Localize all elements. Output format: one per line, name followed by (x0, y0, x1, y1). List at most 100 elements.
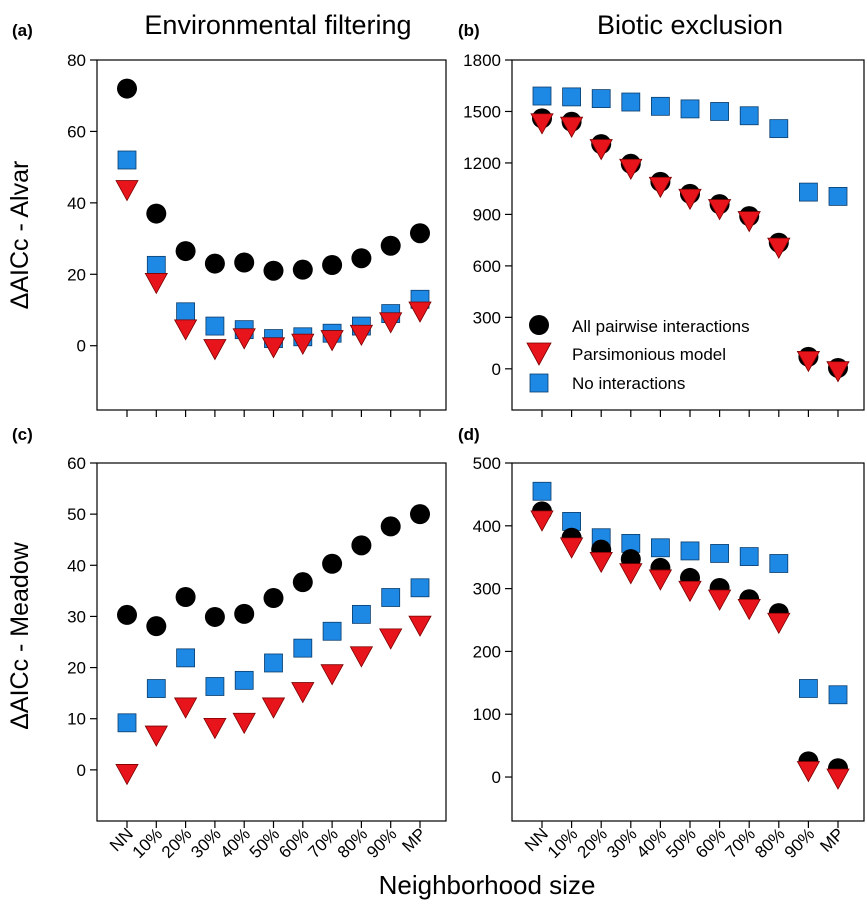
point-parsimonious-model (115, 180, 139, 202)
point-parsimonious-model (203, 339, 227, 361)
panel-b: (b) 0 300 600 900 1200 1500 1800 (458, 21, 865, 417)
x-tick-label: 80% (334, 824, 371, 861)
row-label-alvar: ΔAICc - Alvar (6, 161, 34, 310)
y-tick-label: 10 (67, 710, 86, 729)
x-tick-label: 80% (751, 824, 788, 861)
x-tick-label: 40% (217, 824, 254, 861)
point-parsimonious-model (826, 361, 850, 383)
legend-marker-no-interactions (529, 373, 549, 393)
y-tick-label: 20 (67, 659, 86, 678)
point-no-interactions (651, 96, 670, 116)
row-label-meadow: ΔAICc - Meadow (6, 541, 34, 730)
legend-label-no-interactions: No interactions (572, 374, 685, 393)
point-parsimonious-model (379, 628, 403, 650)
plot-frame (96, 462, 447, 822)
point-parsimonious-model (349, 324, 374, 347)
y-tick-label: 0 (77, 337, 86, 356)
point-no-interactions (680, 99, 700, 119)
y-tick-label: 0 (77, 761, 86, 780)
y-tick-label: 1200 (463, 154, 501, 173)
point-no-interactions (739, 547, 759, 566)
point-parsimonious-model (291, 333, 315, 355)
point-parsimonious-model (115, 764, 139, 786)
point-no-interactions (532, 86, 552, 106)
x-tick-label: 90% (363, 824, 400, 861)
point-no-interactions (117, 713, 137, 733)
x-tick-label: 70% (304, 824, 341, 861)
point-parsimonious-model (232, 712, 256, 735)
point-all-pairwise-interactions (234, 252, 255, 273)
point-all-pairwise-interactions (292, 572, 313, 593)
point-no-interactions (293, 638, 313, 658)
point-parsimonious-model (559, 537, 584, 559)
legend-label-parsimonious: Parsimonious model (572, 345, 726, 364)
y-tick-label: 300 (473, 580, 501, 599)
x-tick-label: 60% (692, 824, 729, 861)
point-all-pairwise-interactions (117, 604, 137, 625)
point-parsimonious-model (349, 646, 374, 668)
point-parsimonious-model (678, 580, 702, 603)
point-no-interactions (828, 186, 848, 206)
x-tick-label: 70% (722, 824, 759, 861)
y-tick-label: 1500 (463, 102, 501, 121)
point-all-pairwise-interactions (322, 553, 343, 574)
point-all-pairwise-interactions (175, 241, 196, 262)
point-parsimonious-model (589, 551, 613, 574)
panel-tag-b: (b) (458, 21, 480, 40)
point-no-interactions (205, 316, 225, 336)
point-parsimonious-model (530, 510, 554, 532)
point-no-interactions (205, 677, 225, 696)
point-parsimonious-model (767, 612, 791, 635)
point-parsimonious-model (826, 768, 850, 790)
point-all-pairwise-interactions (175, 586, 196, 607)
point-no-interactions (799, 679, 818, 698)
x-axis-title: Neighborhood size (379, 870, 596, 900)
point-parsimonious-model (737, 599, 761, 621)
y-tick-label: 40 (67, 194, 86, 213)
point-parsimonious-model (291, 682, 315, 704)
y-tick-label: 0 (492, 360, 501, 379)
point-parsimonious-model (707, 589, 732, 611)
point-all-pairwise-interactions (146, 203, 167, 224)
legend: All pairwise interactions Parsimonious m… (526, 315, 750, 393)
point-no-interactions (176, 302, 196, 322)
point-no-interactions (146, 679, 166, 698)
panels-layer: (a)020406080(b)0300600900120015001800(c)… (12, 21, 865, 862)
y-tick-label: 0 (492, 768, 501, 787)
point-no-interactions (146, 255, 166, 275)
point-parsimonious-model (767, 237, 791, 259)
point-no-interactions (651, 538, 670, 558)
y-tick-label: 60 (67, 454, 86, 473)
point-parsimonious-model (320, 330, 344, 352)
point-all-pairwise-interactions (204, 606, 225, 627)
point-no-interactions (562, 512, 581, 531)
panel-c: (c)0102030405060NN10%20%30%40%50%60%70%8… (12, 425, 447, 862)
point-no-interactions (739, 106, 759, 126)
point-all-pairwise-interactions (146, 616, 167, 637)
y-tick-label: 30 (67, 607, 86, 626)
panel-d: (d)0100200300400500NN10%20%30%40%50%60%7… (458, 425, 865, 862)
column-title-biotic-exclusion: Biotic exclusion (597, 10, 783, 40)
x-tick-label: 50% (246, 824, 283, 861)
point-parsimonious-model (144, 273, 168, 295)
point-parsimonious-model (648, 569, 673, 591)
y-tick-label: 300 (473, 308, 501, 327)
point-all-pairwise-interactions (351, 535, 372, 556)
point-no-interactions (799, 182, 818, 202)
y-tick-label: 60 (67, 122, 86, 141)
y-tick-label: 600 (473, 257, 501, 276)
point-parsimonious-model (796, 761, 821, 783)
legend-marker-all-pairwise (529, 315, 549, 335)
plot-frame (511, 462, 865, 822)
point-all-pairwise-interactions (234, 603, 255, 624)
point-all-pairwise-interactions (322, 255, 343, 275)
point-all-pairwise-interactions (351, 248, 372, 269)
point-no-interactions (176, 648, 196, 668)
point-no-interactions (117, 150, 137, 170)
point-all-pairwise-interactions (263, 260, 284, 281)
point-parsimonious-model (408, 615, 432, 637)
point-all-pairwise-interactions (410, 223, 430, 244)
x-tick-label: 20% (574, 824, 611, 861)
plot-frame (96, 59, 447, 411)
